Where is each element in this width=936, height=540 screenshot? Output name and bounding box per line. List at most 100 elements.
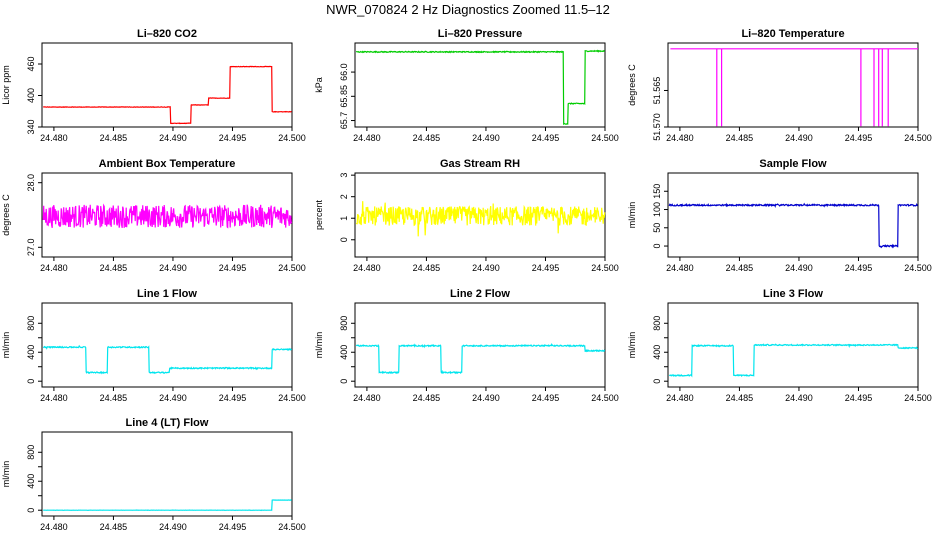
y-axis-label: percent <box>314 199 324 230</box>
panel-title: Line 3 Flow <box>763 288 823 300</box>
y-tick-label: 800 <box>652 316 662 331</box>
y-tick-label: 400 <box>26 345 36 360</box>
y-tick-label: 51.565 <box>652 77 662 105</box>
panel-4: Gas Stream RH percent 24.480 24.485 24.490 24… <box>314 158 619 273</box>
y-tick-label: 400 <box>652 345 662 360</box>
x-tick-label: 24.490 <box>472 263 500 273</box>
figure-title: NWR_070824 2 Hz Diagnostics Zoomed 11.5–… <box>326 2 610 17</box>
x-tick-label: 24.480 <box>353 263 381 273</box>
panel-2: Li–820 Temperature degrees C 24.480 24.485 2… <box>627 28 932 143</box>
y-tick-label: 400 <box>26 474 36 489</box>
x-tick-label: 24.485 <box>413 393 441 403</box>
panel-title: Li–820 Pressure <box>438 28 522 40</box>
y-tick-label: 800 <box>339 316 349 331</box>
series-line <box>42 203 293 229</box>
y-tick-label: 0 <box>652 244 662 249</box>
y-axis-label: ml/min <box>1 461 11 488</box>
y-tick-label: 66.0 <box>339 63 349 81</box>
y-axis-label: kPa <box>314 77 324 93</box>
y-tick-label: 50 <box>652 223 662 233</box>
x-tick-label: 24.500 <box>591 263 619 273</box>
panel-title: Line 4 (LT) Flow <box>126 417 209 429</box>
y-tick-label: 460 <box>26 56 36 71</box>
x-tick-label: 24.485 <box>726 393 754 403</box>
x-tick-label: 24.485 <box>100 133 128 143</box>
y-tick-label: 800 <box>26 445 36 460</box>
x-tick-label: 24.495 <box>845 133 873 143</box>
x-tick-label: 24.495 <box>219 522 247 532</box>
x-tick-label: 24.485 <box>100 522 128 532</box>
plot-frame <box>354 302 606 388</box>
x-tick-label: 24.500 <box>278 263 306 273</box>
panel-title: Li–820 Temperature <box>741 28 844 40</box>
plot-frame <box>41 172 293 258</box>
y-tick-label: 400 <box>339 345 349 360</box>
panel-8: Line 3 Flow ml/min 24.480 24.485 24.490 24.49… <box>627 288 932 403</box>
y-tick-label: 0 <box>26 379 36 384</box>
x-tick-label: 24.495 <box>532 133 560 143</box>
y-axis-label: Licor ppm <box>1 65 11 105</box>
y-axis-label: ml/min <box>314 332 324 359</box>
x-tick-label: 24.485 <box>726 133 754 143</box>
plot-frame <box>667 42 919 128</box>
x-tick-label: 24.490 <box>159 133 187 143</box>
y-tick-label: 65.7 <box>339 112 349 130</box>
y-tick-label: 100 <box>652 202 662 217</box>
x-tick-label: 24.490 <box>785 263 813 273</box>
x-tick-label: 24.485 <box>413 263 441 273</box>
x-tick-label: 24.480 <box>353 133 381 143</box>
panel-title: Line 2 Flow <box>450 288 510 300</box>
x-tick-label: 24.500 <box>591 133 619 143</box>
x-tick-label: 24.480 <box>666 263 694 273</box>
x-tick-label: 24.495 <box>219 393 247 403</box>
x-tick-label: 24.500 <box>278 393 306 403</box>
y-tick-label: 65.85 <box>339 85 349 108</box>
panel-7: Line 2 Flow ml/min 24.480 24.485 24.490 24.49… <box>314 288 619 403</box>
panel-title: Li–820 CO2 <box>137 28 197 40</box>
x-tick-label: 24.490 <box>785 133 813 143</box>
y-axis-label: ml/min <box>627 332 637 359</box>
y-tick-label: 27.0 <box>26 239 36 257</box>
x-tick-label: 24.480 <box>666 393 694 403</box>
x-tick-label: 24.485 <box>100 263 128 273</box>
y-tick-label: 800 <box>26 316 36 331</box>
y-axis-label: ml/min <box>627 202 637 229</box>
series-line <box>355 342 606 375</box>
panel-title: Sample Flow <box>759 158 827 170</box>
y-tick-label: 28.0 <box>26 174 36 192</box>
x-tick-label: 24.480 <box>40 133 68 143</box>
x-tick-label: 24.490 <box>472 133 500 143</box>
x-tick-label: 24.500 <box>278 522 306 532</box>
series-line <box>43 65 292 125</box>
y-tick-label: 1 <box>339 216 349 221</box>
series-line <box>670 48 918 127</box>
plot-frame <box>41 431 293 517</box>
x-tick-label: 24.490 <box>159 263 187 273</box>
x-tick-label: 24.480 <box>666 133 694 143</box>
y-axis-label: ml/min <box>1 332 11 359</box>
panel-0: Li–820 CO2 Licor ppm 24.480 24.485 24.490 24.… <box>1 28 306 143</box>
y-tick-label: 0 <box>652 379 662 384</box>
panel-title: Gas Stream RH <box>440 158 520 170</box>
y-tick-label: 0 <box>339 379 349 384</box>
y-tick-label: 340 <box>26 119 36 134</box>
plot-frame <box>354 42 606 128</box>
series-line <box>355 49 606 126</box>
x-tick-label: 24.500 <box>904 393 932 403</box>
y-tick-label: 0 <box>339 237 349 242</box>
x-tick-label: 24.480 <box>40 263 68 273</box>
y-tick-label: 150 <box>652 184 662 199</box>
x-tick-label: 24.485 <box>100 393 128 403</box>
plot-frame <box>667 172 919 258</box>
x-tick-label: 24.495 <box>532 263 560 273</box>
plot-frame <box>667 302 919 388</box>
y-tick-label: 400 <box>26 88 36 103</box>
y-tick-label: 3 <box>339 173 349 178</box>
x-tick-label: 24.500 <box>591 393 619 403</box>
y-tick-label: 2 <box>339 194 349 199</box>
panel-title: Ambient Box Temperature <box>99 158 236 170</box>
x-tick-label: 24.490 <box>159 522 187 532</box>
panel-6: Line 1 Flow ml/min 24.480 24.485 24.490 24.49… <box>1 288 306 403</box>
x-tick-label: 24.495 <box>219 133 247 143</box>
series-line <box>669 343 919 378</box>
